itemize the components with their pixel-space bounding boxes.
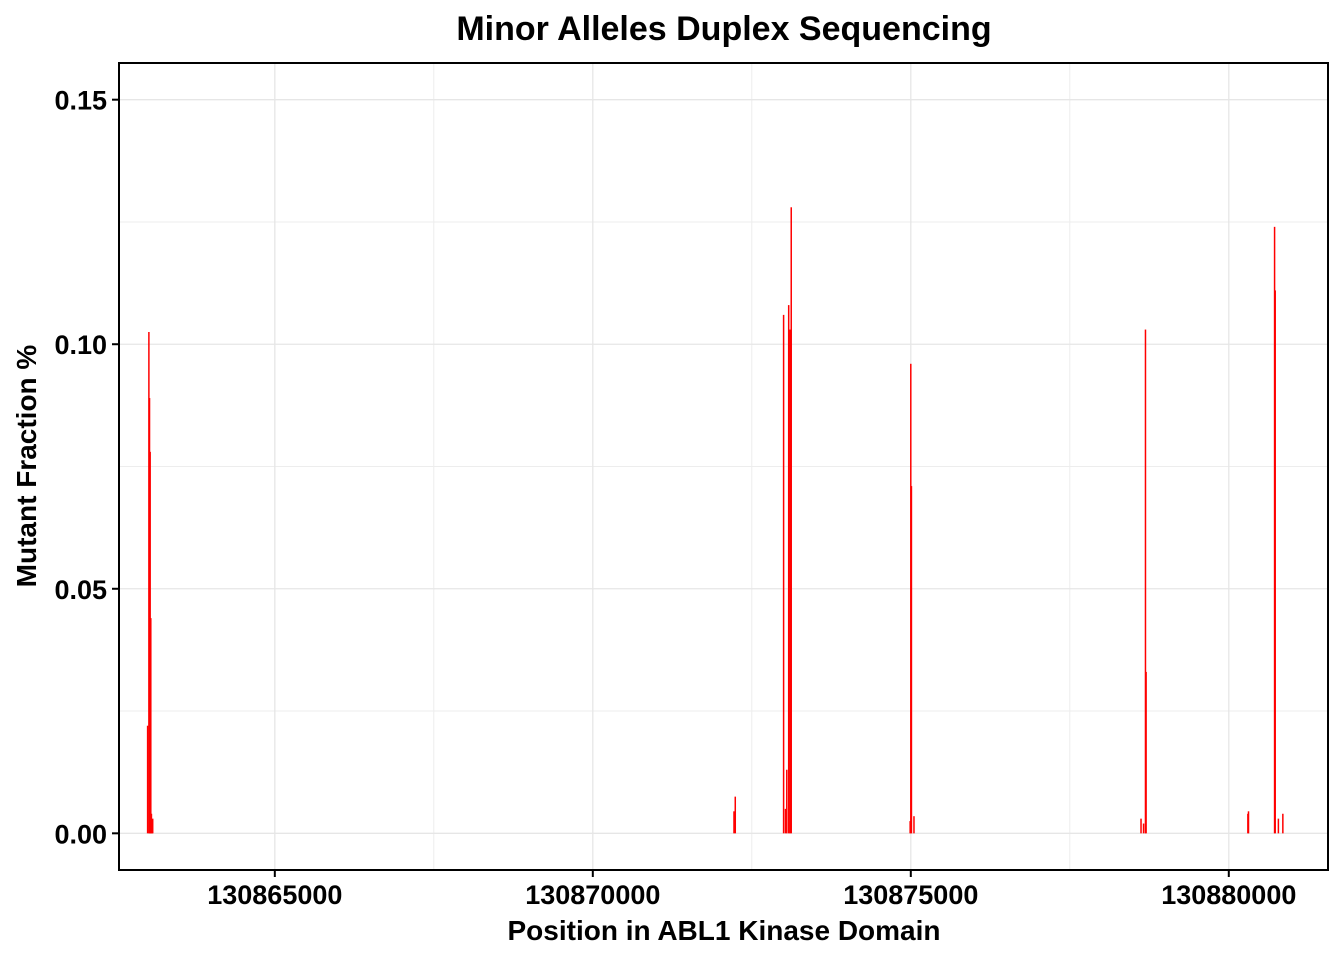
bar	[789, 329, 791, 834]
bar	[1247, 811, 1250, 834]
bar	[910, 486, 913, 834]
bar	[790, 207, 792, 834]
bar	[1140, 818, 1142, 834]
bar	[784, 808, 787, 834]
bar	[733, 811, 735, 834]
bar	[146, 725, 149, 834]
y-tick-label: 0.05	[54, 575, 107, 605]
bars	[146, 207, 1284, 834]
panel-border	[118, 62, 1329, 871]
y-tick-label: 0.10	[54, 330, 107, 360]
x-tick-label: 130880000	[1161, 880, 1296, 910]
bar	[734, 796, 737, 834]
y-tick-label: 0.00	[54, 819, 107, 849]
bar	[787, 305, 790, 834]
bar	[150, 618, 152, 834]
bar	[786, 769, 788, 834]
bar	[782, 314, 785, 834]
y-axis-title: Mutant Fraction %	[11, 345, 42, 588]
x-axis: 130865000 130870000 130875000 130880000	[207, 870, 1296, 910]
grid	[119, 63, 1328, 870]
x-tick-label: 130875000	[843, 880, 978, 910]
bar	[1277, 818, 1280, 834]
bar	[1144, 329, 1147, 834]
bar	[1282, 813, 1284, 834]
y-tick-label: 0.15	[54, 86, 107, 116]
x-tick-label: 130865000	[207, 880, 342, 910]
chart-title: Minor Alleles Duplex Sequencing	[456, 10, 991, 48]
bar	[151, 818, 154, 834]
bar	[1274, 290, 1276, 834]
y-axis: 0.00 0.05 0.10 0.15	[54, 86, 119, 849]
bar	[1142, 823, 1145, 834]
x-tick-label: 130870000	[525, 880, 660, 910]
bar	[913, 816, 915, 834]
x-axis-title: Position in ABL1 Kinase Domain	[507, 915, 940, 946]
bar	[1145, 671, 1147, 834]
